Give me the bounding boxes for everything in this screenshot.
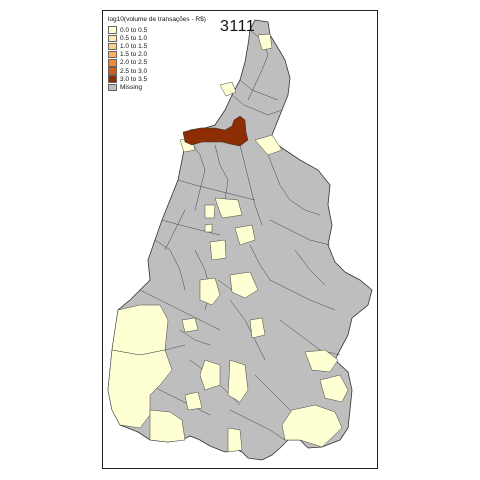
region-north-2: [257, 33, 273, 51]
legend-item: 3.0 to 3.5: [108, 75, 206, 83]
low-value-regions: [107, 33, 349, 453]
legend-label: 1.0 to 1.5: [120, 42, 148, 50]
region-center-4: [214, 197, 243, 219]
legend-swatch: [108, 50, 117, 59]
legend-item: 0.0 to 0.5: [108, 26, 206, 34]
region-north-3: [254, 134, 283, 156]
legend-swatch: [108, 42, 117, 51]
region-center-6: [209, 239, 227, 261]
region-southwest: [111, 304, 169, 356]
legend-item: 1.5 to 2.0: [108, 50, 206, 59]
region-high-west: [182, 115, 249, 147]
legend-label: 2.5 to 3.0: [120, 67, 148, 75]
legend-item: Missing: [108, 83, 206, 92]
legend-item: 2.5 to 3.0: [108, 67, 206, 75]
map-title: 3111: [220, 18, 256, 35]
region-center-2: [229, 271, 259, 299]
legend: log10(volume de transações - R$) 0.0 to …: [108, 16, 206, 92]
legend-label: 2.0 to 2.5: [120, 59, 148, 67]
region-center-3: [234, 224, 256, 246]
region-south-lower-left: [149, 409, 186, 443]
legend-item: 2.0 to 2.5: [108, 59, 206, 67]
region-south-3: [184, 391, 203, 411]
region-center-1: [199, 277, 221, 306]
legend-swatch: [108, 67, 117, 75]
legend-label: Missing: [120, 83, 143, 91]
legend-label: 0.5 to 1.0: [120, 34, 148, 42]
region-center-8: [181, 317, 199, 333]
region-east-mid: [304, 349, 339, 373]
region-south-center: [227, 359, 249, 403]
region-center-5: [204, 204, 216, 219]
region-south-2: [199, 359, 221, 391]
region-center-7: [249, 317, 266, 339]
legend-label: 1.5 to 2.0: [120, 51, 148, 59]
region-southeast: [281, 404, 343, 448]
region-north-1: [219, 81, 237, 97]
legend-swatch: [108, 59, 117, 67]
legend-item: 1.0 to 1.5: [108, 42, 206, 51]
legend-swatch: [108, 75, 117, 83]
region-mid-west: [204, 223, 213, 233]
legend-label: 0.0 to 0.5: [120, 26, 148, 34]
legend-label: 3.0 to 3.5: [120, 75, 148, 83]
legend-swatch: [108, 34, 117, 43]
region-south-4: [227, 427, 243, 453]
legend-swatch: [108, 26, 117, 34]
legend-title: log10(volume de transações - R$): [108, 16, 206, 23]
region-east-lower: [319, 374, 349, 403]
high-value-regions: [182, 115, 249, 147]
legend-swatch: [108, 83, 117, 92]
legend-item: 0.5 to 1.0: [108, 34, 206, 43]
